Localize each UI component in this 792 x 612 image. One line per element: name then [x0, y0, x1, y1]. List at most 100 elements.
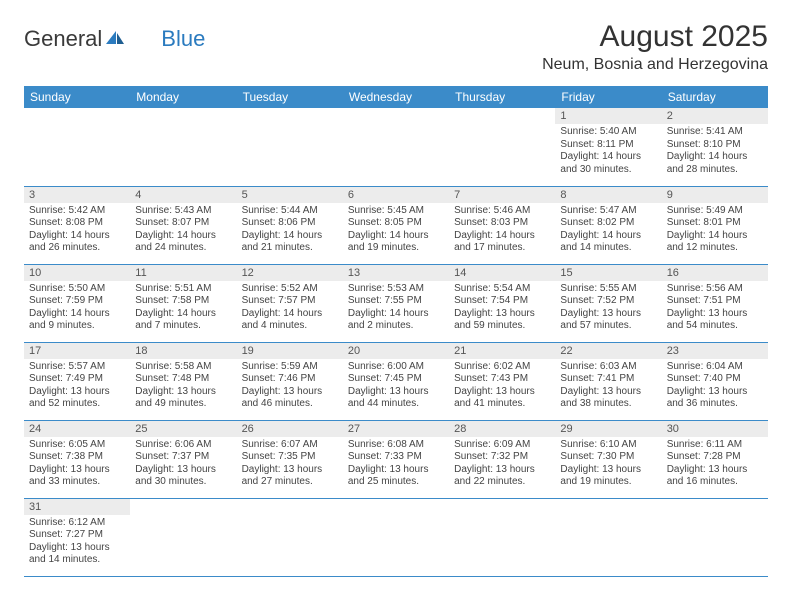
day-body: Sunrise: 5:54 AMSunset: 7:54 PMDaylight:…	[449, 281, 555, 337]
calendar-cell	[237, 498, 343, 576]
calendar-cell	[449, 498, 555, 576]
day-body: Sunrise: 6:02 AMSunset: 7:43 PMDaylight:…	[449, 359, 555, 415]
calendar-cell: 10Sunrise: 5:50 AMSunset: 7:59 PMDayligh…	[24, 264, 130, 342]
day-number: 22	[555, 343, 661, 359]
calendar-cell	[449, 108, 555, 186]
day-number: 30	[662, 421, 768, 437]
day-number: 1	[555, 108, 661, 124]
day-number: 15	[555, 265, 661, 281]
day-header: Thursday	[449, 86, 555, 108]
logo: General Blue	[24, 26, 205, 52]
day-number: 5	[237, 187, 343, 203]
calendar-cell: 2Sunrise: 5:41 AMSunset: 8:10 PMDaylight…	[662, 108, 768, 186]
calendar-cell	[237, 108, 343, 186]
calendar-cell: 30Sunrise: 6:11 AMSunset: 7:28 PMDayligh…	[662, 420, 768, 498]
day-number: 12	[237, 265, 343, 281]
day-body: Sunrise: 5:59 AMSunset: 7:46 PMDaylight:…	[237, 359, 343, 415]
calendar-cell: 3Sunrise: 5:42 AMSunset: 8:08 PMDaylight…	[24, 186, 130, 264]
day-body: Sunrise: 5:41 AMSunset: 8:10 PMDaylight:…	[662, 124, 768, 180]
calendar-cell: 21Sunrise: 6:02 AMSunset: 7:43 PMDayligh…	[449, 342, 555, 420]
day-number: 25	[130, 421, 236, 437]
day-body: Sunrise: 5:50 AMSunset: 7:59 PMDaylight:…	[24, 281, 130, 337]
day-number: 8	[555, 187, 661, 203]
day-body: Sunrise: 6:12 AMSunset: 7:27 PMDaylight:…	[24, 515, 130, 571]
calendar-cell: 29Sunrise: 6:10 AMSunset: 7:30 PMDayligh…	[555, 420, 661, 498]
day-number: 27	[343, 421, 449, 437]
day-number: 9	[662, 187, 768, 203]
calendar-cell: 22Sunrise: 6:03 AMSunset: 7:41 PMDayligh…	[555, 342, 661, 420]
day-number: 21	[449, 343, 555, 359]
logo-text-2: Blue	[161, 26, 205, 52]
day-number: 24	[24, 421, 130, 437]
day-header: Friday	[555, 86, 661, 108]
calendar-cell	[343, 108, 449, 186]
day-number: 31	[24, 499, 130, 515]
calendar-cell: 8Sunrise: 5:47 AMSunset: 8:02 PMDaylight…	[555, 186, 661, 264]
day-number: 23	[662, 343, 768, 359]
day-body: Sunrise: 5:56 AMSunset: 7:51 PMDaylight:…	[662, 281, 768, 337]
day-number: 17	[24, 343, 130, 359]
day-body: Sunrise: 6:05 AMSunset: 7:38 PMDaylight:…	[24, 437, 130, 493]
calendar-cell: 28Sunrise: 6:09 AMSunset: 7:32 PMDayligh…	[449, 420, 555, 498]
day-number: 29	[555, 421, 661, 437]
day-body: Sunrise: 5:53 AMSunset: 7:55 PMDaylight:…	[343, 281, 449, 337]
calendar-cell: 1Sunrise: 5:40 AMSunset: 8:11 PMDaylight…	[555, 108, 661, 186]
day-body: Sunrise: 5:45 AMSunset: 8:05 PMDaylight:…	[343, 203, 449, 259]
calendar-cell	[343, 498, 449, 576]
day-body: Sunrise: 6:11 AMSunset: 7:28 PMDaylight:…	[662, 437, 768, 493]
title-block: August 2025 Neum, Bosnia and Herzegovina	[542, 20, 768, 74]
day-body: Sunrise: 5:49 AMSunset: 8:01 PMDaylight:…	[662, 203, 768, 259]
day-body: Sunrise: 6:04 AMSunset: 7:40 PMDaylight:…	[662, 359, 768, 415]
day-body: Sunrise: 6:08 AMSunset: 7:33 PMDaylight:…	[343, 437, 449, 493]
day-body: Sunrise: 5:42 AMSunset: 8:08 PMDaylight:…	[24, 203, 130, 259]
day-body: Sunrise: 6:09 AMSunset: 7:32 PMDaylight:…	[449, 437, 555, 493]
calendar-cell: 16Sunrise: 5:56 AMSunset: 7:51 PMDayligh…	[662, 264, 768, 342]
calendar-row: 24Sunrise: 6:05 AMSunset: 7:38 PMDayligh…	[24, 420, 768, 498]
calendar-cell	[130, 108, 236, 186]
day-body: Sunrise: 6:06 AMSunset: 7:37 PMDaylight:…	[130, 437, 236, 493]
day-header: Wednesday	[343, 86, 449, 108]
calendar-cell: 13Sunrise: 5:53 AMSunset: 7:55 PMDayligh…	[343, 264, 449, 342]
day-body: Sunrise: 5:57 AMSunset: 7:49 PMDaylight:…	[24, 359, 130, 415]
day-body: Sunrise: 5:40 AMSunset: 8:11 PMDaylight:…	[555, 124, 661, 180]
day-number: 11	[130, 265, 236, 281]
calendar-cell	[24, 108, 130, 186]
calendar-row: 17Sunrise: 5:57 AMSunset: 7:49 PMDayligh…	[24, 342, 768, 420]
day-number: 7	[449, 187, 555, 203]
logo-sail-icon	[105, 26, 125, 52]
calendar-cell	[130, 498, 236, 576]
day-header: Sunday	[24, 86, 130, 108]
calendar-cell: 5Sunrise: 5:44 AMSunset: 8:06 PMDaylight…	[237, 186, 343, 264]
day-number: 13	[343, 265, 449, 281]
calendar-cell: 4Sunrise: 5:43 AMSunset: 8:07 PMDaylight…	[130, 186, 236, 264]
calendar-table: SundayMondayTuesdayWednesdayThursdayFrid…	[24, 86, 768, 577]
day-number: 26	[237, 421, 343, 437]
calendar-cell	[555, 498, 661, 576]
day-body: Sunrise: 5:51 AMSunset: 7:58 PMDaylight:…	[130, 281, 236, 337]
day-header: Saturday	[662, 86, 768, 108]
day-header: Monday	[130, 86, 236, 108]
day-body: Sunrise: 6:07 AMSunset: 7:35 PMDaylight:…	[237, 437, 343, 493]
calendar-cell: 15Sunrise: 5:55 AMSunset: 7:52 PMDayligh…	[555, 264, 661, 342]
day-number: 19	[237, 343, 343, 359]
header: General Blue August 2025 Neum, Bosnia an…	[24, 20, 768, 74]
day-body: Sunrise: 5:52 AMSunset: 7:57 PMDaylight:…	[237, 281, 343, 337]
day-number: 6	[343, 187, 449, 203]
day-body: Sunrise: 5:47 AMSunset: 8:02 PMDaylight:…	[555, 203, 661, 259]
calendar-cell: 14Sunrise: 5:54 AMSunset: 7:54 PMDayligh…	[449, 264, 555, 342]
calendar-cell: 25Sunrise: 6:06 AMSunset: 7:37 PMDayligh…	[130, 420, 236, 498]
calendar-body: 1Sunrise: 5:40 AMSunset: 8:11 PMDaylight…	[24, 108, 768, 576]
day-number: 14	[449, 265, 555, 281]
calendar-cell: 20Sunrise: 6:00 AMSunset: 7:45 PMDayligh…	[343, 342, 449, 420]
location: Neum, Bosnia and Herzegovina	[542, 56, 768, 74]
calendar-cell: 18Sunrise: 5:58 AMSunset: 7:48 PMDayligh…	[130, 342, 236, 420]
calendar-cell: 19Sunrise: 5:59 AMSunset: 7:46 PMDayligh…	[237, 342, 343, 420]
calendar-cell: 11Sunrise: 5:51 AMSunset: 7:58 PMDayligh…	[130, 264, 236, 342]
calendar-cell: 24Sunrise: 6:05 AMSunset: 7:38 PMDayligh…	[24, 420, 130, 498]
day-body: Sunrise: 5:44 AMSunset: 8:06 PMDaylight:…	[237, 203, 343, 259]
day-number: 4	[130, 187, 236, 203]
calendar-cell: 23Sunrise: 6:04 AMSunset: 7:40 PMDayligh…	[662, 342, 768, 420]
day-header: Tuesday	[237, 86, 343, 108]
day-body: Sunrise: 6:03 AMSunset: 7:41 PMDaylight:…	[555, 359, 661, 415]
day-body: Sunrise: 6:00 AMSunset: 7:45 PMDaylight:…	[343, 359, 449, 415]
